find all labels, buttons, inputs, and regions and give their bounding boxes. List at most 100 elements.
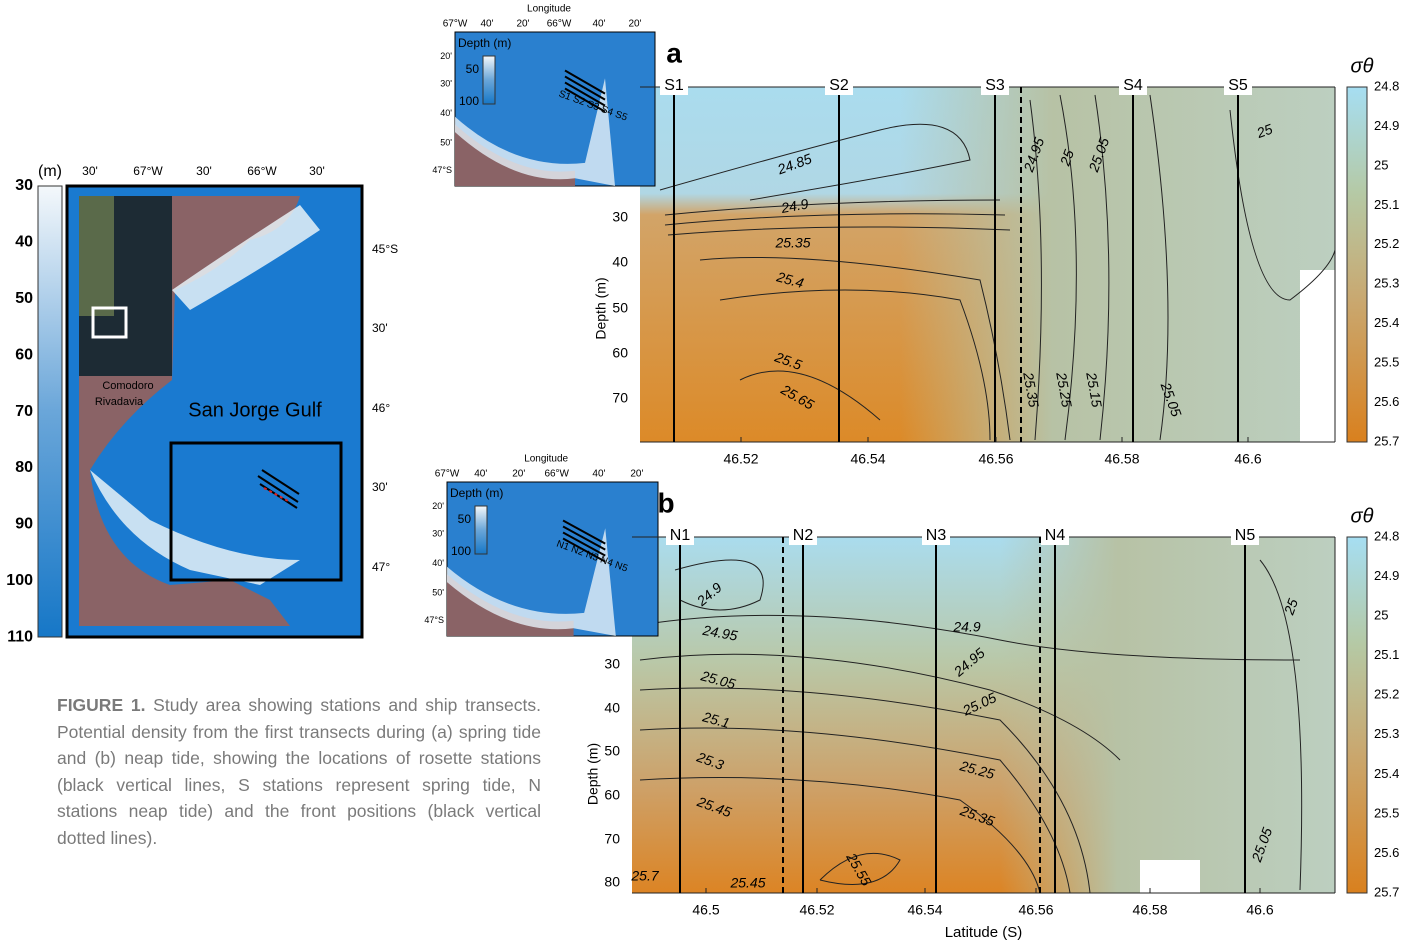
x-tick-label: 46.54 bbox=[850, 451, 885, 467]
inset-y-tick: 40' bbox=[432, 558, 444, 568]
station-bg bbox=[922, 527, 950, 545]
contour-label: 25 bbox=[1280, 596, 1301, 617]
station-bg bbox=[666, 527, 694, 545]
y-tick-label: 70 bbox=[612, 390, 628, 406]
inset-transect bbox=[564, 87, 606, 113]
colorbar-tick: 25.5 bbox=[1374, 355, 1399, 370]
study-box bbox=[169, 441, 343, 582]
colorbar-tick: 25.6 bbox=[1374, 845, 1399, 860]
inset-transect bbox=[564, 69, 606, 95]
colorbar-tick: 110 bbox=[7, 628, 33, 645]
caption-text: Study area showing stations and ship tra… bbox=[57, 695, 541, 848]
lon-tick: 30' bbox=[82, 164, 98, 178]
colorbar-tick: 24.9 bbox=[1374, 568, 1399, 583]
contour-label: 25.15 bbox=[1083, 370, 1105, 408]
colorbar-tick: 24.8 bbox=[1374, 528, 1399, 543]
field-b-right bbox=[1000, 537, 1335, 893]
y-tick-label: 60 bbox=[612, 345, 628, 361]
station-bg bbox=[1041, 527, 1069, 545]
colorbar-tick: 80 bbox=[15, 459, 33, 476]
lat-tick: 30' bbox=[372, 321, 388, 335]
colorbar-tick: 40 bbox=[15, 234, 33, 251]
x-tick-label: 46.56 bbox=[978, 451, 1013, 467]
station-label: S4 bbox=[1123, 77, 1143, 94]
depth-colorbar bbox=[37, 185, 63, 638]
transects bbox=[257, 469, 300, 509]
y-tick-label: 40 bbox=[604, 700, 620, 716]
colorbar-tick: 60 bbox=[15, 346, 33, 363]
satellite-land bbox=[79, 196, 114, 316]
caption: FIGURE 1. Study area showing stations an… bbox=[57, 692, 541, 851]
x-axis-label: Latitude (S) bbox=[945, 924, 1023, 941]
colorbar-title: σθ bbox=[1351, 505, 1374, 527]
contour-label: 25.25 bbox=[1053, 370, 1075, 408]
shallow bbox=[90, 205, 320, 585]
inset-x-tick: 40' bbox=[480, 19, 493, 30]
station-label: N2 bbox=[793, 527, 814, 544]
x-tick-label: 46.5 bbox=[692, 902, 719, 918]
contour-label: 24.9 bbox=[952, 619, 980, 635]
colorbar-tick: 25 bbox=[1374, 608, 1388, 623]
inset-title: Longitude bbox=[527, 4, 571, 15]
inset-title: Longitude bbox=[524, 454, 568, 465]
y-tick-label: 80 bbox=[604, 874, 620, 890]
contour-label: 25 bbox=[1254, 121, 1275, 142]
colorbar-tick: 50 bbox=[15, 290, 33, 307]
inset-legend-bar bbox=[482, 55, 496, 105]
station-label: N5 bbox=[1235, 527, 1256, 544]
panel-label: a bbox=[666, 37, 682, 68]
caption-label: FIGURE 1. bbox=[57, 695, 146, 715]
inset-x-tick: 67°W bbox=[443, 19, 468, 30]
lon-tick: 30' bbox=[309, 164, 325, 178]
y-axis-label: Depth (m) bbox=[593, 277, 609, 339]
station-label: S1 bbox=[664, 77, 684, 94]
inset-x-tick: 66°W bbox=[547, 19, 572, 30]
lat-tick: 47° bbox=[372, 560, 390, 574]
contour-label: 24.95 bbox=[701, 622, 739, 644]
colorbar-tick: 100 bbox=[6, 572, 33, 589]
inset-y-tick: 50' bbox=[440, 137, 452, 147]
inset-x-tick: 67°W bbox=[435, 469, 460, 480]
station-label: S5 bbox=[1228, 77, 1248, 94]
contours bbox=[639, 94, 1336, 894]
y-tick-label: 40 bbox=[612, 254, 628, 270]
station-label: N4 bbox=[1045, 527, 1066, 544]
colorbar-tick: 25.3 bbox=[1374, 726, 1399, 741]
x-tick-label: 46.56 bbox=[1018, 902, 1053, 918]
inset-y-tick: 47°S bbox=[424, 615, 444, 625]
inset-y-tick: 30' bbox=[432, 529, 444, 539]
inset-legend-tick: 50 bbox=[466, 62, 480, 76]
inset-shallow bbox=[447, 528, 616, 636]
contour-label: 25.45 bbox=[729, 875, 765, 891]
station-bg bbox=[1224, 77, 1252, 95]
lat-tick: 45°S bbox=[372, 242, 398, 256]
inset-shallow bbox=[455, 78, 615, 186]
inset-x-tick: 40' bbox=[592, 469, 605, 480]
x-tick-label: 46.58 bbox=[1132, 902, 1167, 918]
colorbar-tick: 25.3 bbox=[1374, 276, 1399, 291]
y-tick-label: 30 bbox=[612, 209, 628, 225]
place-label: San Jorge Gulf bbox=[188, 399, 322, 421]
stations bbox=[263, 487, 291, 503]
inset-y-tick: 20' bbox=[432, 501, 444, 511]
x-tick-label: 46.6 bbox=[1234, 451, 1261, 467]
y-axis-label: Depth (m) bbox=[585, 743, 601, 805]
contour-label: 25.4 bbox=[774, 268, 806, 291]
station-label: N1 bbox=[670, 527, 691, 544]
contour-label: 25 bbox=[1056, 147, 1077, 168]
inset-box bbox=[91, 306, 128, 339]
station-label: S2 bbox=[829, 77, 849, 94]
contour-label: 25.35 bbox=[774, 235, 810, 251]
inset-legend-title: Depth (m) bbox=[458, 36, 511, 50]
colorbar-tick: 25 bbox=[1374, 157, 1388, 172]
inset-x-tick: 66°W bbox=[544, 469, 569, 480]
inset-x-tick: 20' bbox=[628, 19, 641, 30]
inset-x-tick: 40' bbox=[592, 19, 605, 30]
colorbar-tick: 24.9 bbox=[1374, 118, 1399, 133]
inset-x-tick: 40' bbox=[474, 469, 487, 480]
unit: (m) bbox=[38, 163, 62, 180]
y-tick-label: 50 bbox=[604, 743, 620, 759]
y-tick-label: 50 bbox=[612, 300, 628, 316]
inset-y-tick: 40' bbox=[440, 108, 452, 118]
